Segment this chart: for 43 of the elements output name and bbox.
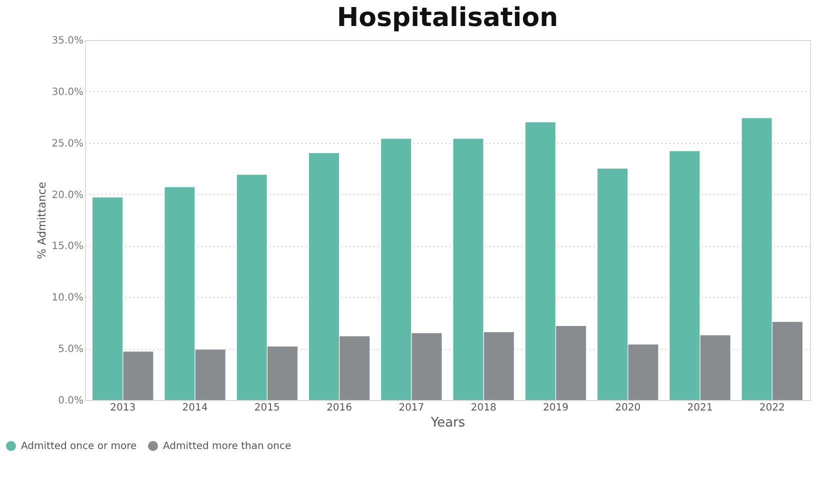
y-tick-label: 5.0% <box>58 344 84 356</box>
x-tick-label: 2013 <box>110 402 136 414</box>
chart-title: Hospitalisation <box>336 3 558 33</box>
bar <box>628 344 658 400</box>
bar <box>308 153 339 400</box>
bar <box>267 346 298 400</box>
x-tick-label: 2015 <box>254 402 280 414</box>
y-tick-label: 10.0% <box>52 292 84 304</box>
bar <box>92 197 123 400</box>
bar <box>412 333 442 400</box>
x-tick-label: 2014 <box>182 402 208 414</box>
bar <box>164 187 195 400</box>
bar <box>340 336 370 400</box>
x-tick-label: 2020 <box>615 402 641 414</box>
x-tick-label: 2018 <box>470 402 496 414</box>
x-tick-label: 2019 <box>542 402 568 414</box>
bar <box>742 118 772 400</box>
bar <box>772 322 802 400</box>
legend-label: Admitted once or more <box>21 441 137 452</box>
x-tick-label: 2017 <box>398 402 424 414</box>
bar <box>556 326 586 400</box>
bar <box>123 352 154 400</box>
x-tick-label: 2016 <box>326 402 352 414</box>
bar <box>525 122 556 400</box>
bar <box>484 332 514 400</box>
bar <box>381 138 412 400</box>
y-tick-label: 30.0% <box>52 86 84 98</box>
x-axis-title: Years <box>430 416 466 430</box>
bar <box>195 350 226 400</box>
y-axis-title: % Admittance <box>36 182 49 260</box>
bar <box>700 335 730 400</box>
bar <box>453 138 484 400</box>
y-tick-label: 20.0% <box>52 190 84 201</box>
bar <box>598 168 628 400</box>
x-tick-label: 2022 <box>759 402 785 414</box>
x-tick-label: 2021 <box>687 402 713 414</box>
bar <box>236 174 267 400</box>
y-tick-label: 25.0% <box>52 138 84 150</box>
y-tick-label: 35.0% <box>52 36 84 46</box>
y-tick-label: 15.0% <box>52 241 84 252</box>
bar <box>670 151 700 400</box>
legend-label: Admitted more than once <box>163 441 292 452</box>
y-tick-label: 0.0% <box>58 396 84 406</box>
